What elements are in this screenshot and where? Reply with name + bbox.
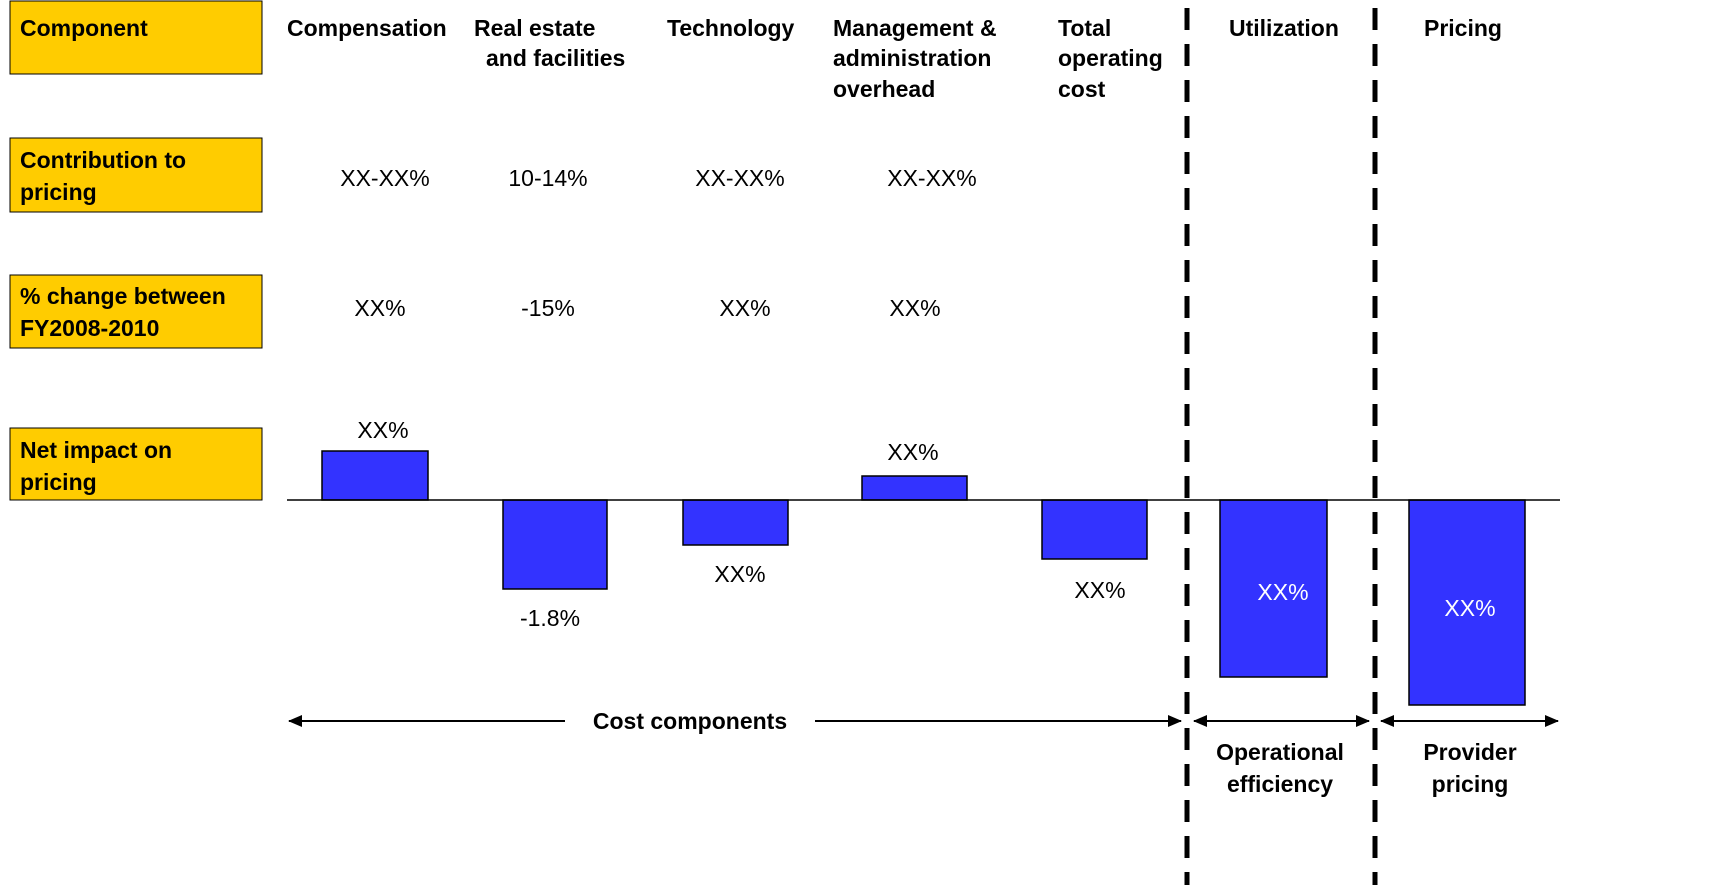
- bar: [1219, 499, 1328, 678]
- impact-label: XX%: [1257, 579, 1308, 605]
- cell: 10-14%: [508, 165, 587, 191]
- cell: XX%: [719, 295, 770, 321]
- row-label: % change between: [20, 283, 226, 309]
- column-header: overhead: [833, 76, 935, 102]
- row-label-box: [9, 274, 263, 349]
- group-label: Operational: [1216, 739, 1344, 765]
- group-label: Cost components: [593, 708, 787, 734]
- row-label-box: [9, 427, 263, 501]
- cell: XX-XX%: [340, 165, 429, 191]
- row-label: pricing: [20, 469, 97, 495]
- row-label: pricing: [20, 179, 97, 205]
- column-header: and facilities: [486, 45, 625, 71]
- column-header: cost: [1058, 76, 1106, 102]
- column-header: administration: [833, 45, 991, 71]
- column-header: operating: [1058, 45, 1163, 71]
- impact-label: XX%: [714, 561, 765, 587]
- column-header: Pricing: [1424, 15, 1502, 41]
- group-label: Provider: [1423, 739, 1516, 765]
- column-header: Management &: [833, 15, 997, 41]
- impact-label: XX%: [357, 417, 408, 443]
- impact-label: XX%: [1074, 577, 1125, 603]
- row-label: Net impact on: [20, 437, 172, 463]
- column-header: Compensation: [287, 15, 447, 41]
- impact-label: XX%: [1444, 595, 1495, 621]
- column-header: Technology: [667, 15, 795, 41]
- cell: XX%: [354, 295, 405, 321]
- cell: XX-XX%: [887, 165, 976, 191]
- row-label: FY2008-2010: [20, 315, 159, 341]
- bar: [1408, 499, 1526, 706]
- column-header: Utilization: [1229, 15, 1339, 41]
- impact-label: -1.8%: [520, 605, 580, 631]
- bar: [861, 475, 968, 501]
- row-label-box: [9, 0, 263, 75]
- impact-label: XX%: [887, 439, 938, 465]
- column-header: Total: [1058, 15, 1111, 41]
- row-label-box: [9, 137, 263, 213]
- bar: [502, 499, 608, 590]
- bar: [1041, 499, 1148, 560]
- row-label: Component: [20, 15, 148, 41]
- cell: XX%: [889, 295, 940, 321]
- cell: -15%: [521, 295, 575, 321]
- group-label: efficiency: [1227, 771, 1333, 797]
- bar: [682, 499, 789, 546]
- cell: XX-XX%: [695, 165, 784, 191]
- column-header: Real estate: [474, 15, 595, 41]
- group-label: pricing: [1432, 771, 1509, 797]
- bar: [321, 450, 429, 501]
- row-label: Contribution to: [20, 147, 186, 173]
